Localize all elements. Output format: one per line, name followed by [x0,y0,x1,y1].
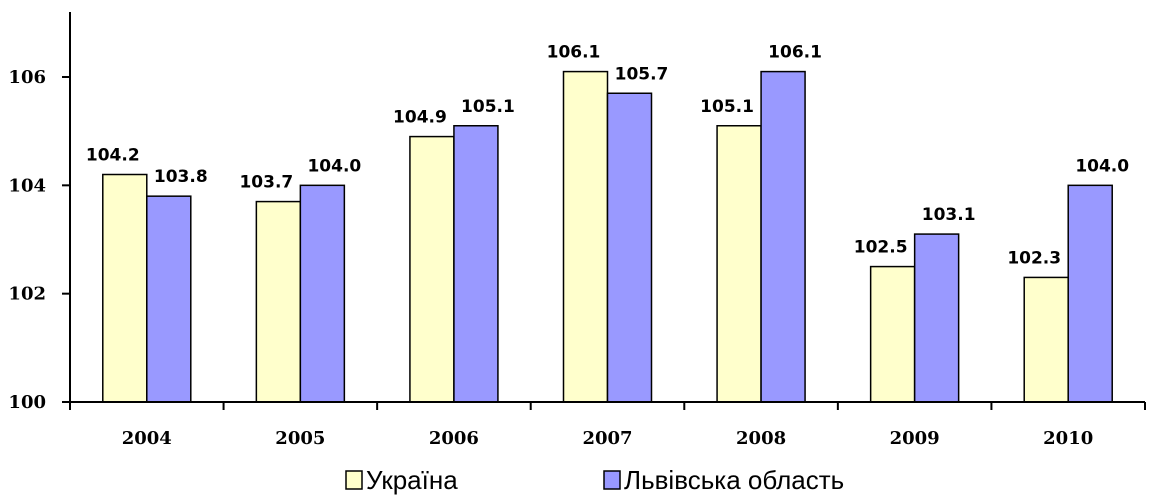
data-label-lviv-2008: 106.1 [768,43,822,63]
bar-lviv-2004 [146,195,192,403]
axes-layer: 100 102 104 106 2004 2005 2006 2007 2008 2009 2010 [8,12,1146,449]
legend: Україна Львівська область [345,465,844,495]
data-label-lviv-2005: 104.0 [307,156,361,176]
y-tick-label-100: 100 [8,392,46,413]
bar-lviv-2007 [606,92,653,403]
bar-lviv-2010 [1067,184,1113,403]
bar-lviv-2008 [760,70,806,403]
bars-layer [102,70,1113,403]
x-tick-label-2004: 2004 [122,428,172,449]
y-tick-label-106: 106 [8,67,46,88]
data-label-lviv-2007: 105.7 [615,64,669,84]
legend-label-lviv: Львівська область [624,465,844,495]
data-label-ukraine-2008: 105.1 [700,97,754,117]
data-label-ukraine-2010: 102.3 [1007,248,1061,268]
legend-swatch-ukraine [345,470,363,490]
y-tick-label-104: 104 [8,175,46,196]
data-label-lviv-2006: 105.1 [461,97,515,117]
bar-ukraine-2004 [102,173,148,403]
legend-label-ukraine: Україна [366,465,458,495]
data-label-ukraine-2009: 102.5 [854,238,908,258]
bar-ukraine-2010 [1023,276,1069,403]
bar-ukraine-2008 [716,125,762,403]
bar-lviv-2006 [453,125,499,403]
x-tick-label-2006: 2006 [429,428,479,449]
y-tick-label-102: 102 [8,284,46,305]
x-tick-label-2009: 2009 [890,428,940,449]
bar-ukraine-2006 [409,135,455,403]
data-label-lviv-2010: 104.0 [1075,156,1129,176]
x-tick-label-2007: 2007 [582,428,632,449]
bar-lviv-2009 [913,233,960,403]
data-label-ukraine-2006: 104.9 [393,108,447,128]
data-label-lviv-2009: 103.1 [922,205,976,225]
x-tick-label-2008: 2008 [736,428,786,449]
bar-ukraine-2005 [255,200,302,403]
data-label-lviv-2004: 103.8 [154,167,208,187]
legend-swatch-lviv [603,470,621,490]
x-tick-label-2005: 2005 [275,428,325,449]
data-label-ukraine-2004: 104.2 [86,146,140,166]
bar-ukraine-2009 [869,265,916,403]
data-labels-layer: 104.2 103.8 103.7 104.0 104.9 105.1 106.1 105.7… [86,43,1129,269]
bar-lviv-2005 [299,184,346,403]
bar-ukraine-2007 [562,70,609,403]
data-label-ukraine-2007: 106.1 [547,43,601,63]
x-tick-label-2010: 2010 [1043,428,1093,449]
data-label-ukraine-2005: 103.7 [239,173,293,193]
